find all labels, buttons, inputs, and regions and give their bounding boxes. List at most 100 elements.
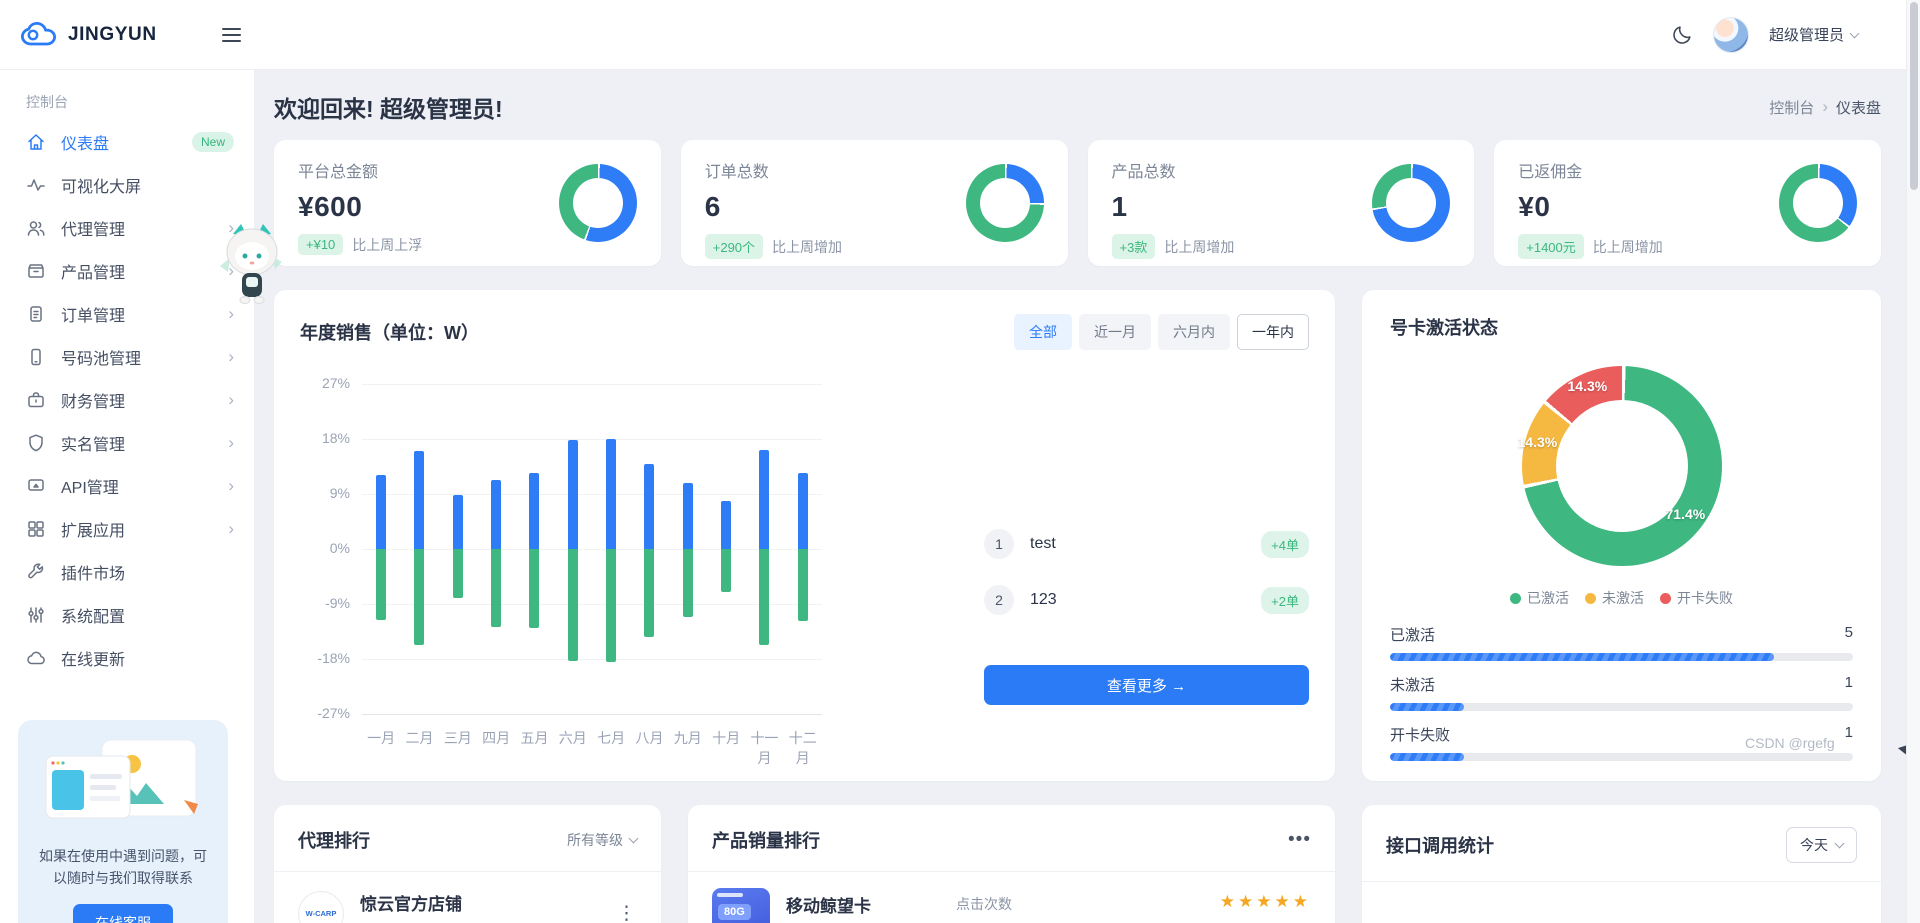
card-activation-status: 号卡激活状态 71.4% 14.3% 14.3% 已激活 未激活 开卡失败 已激… <box>1362 290 1881 781</box>
user-avatar[interactable] <box>1712 16 1749 53</box>
table-row[interactable]: W-CARP 惊云官方店铺 kingqqking ⋮ <box>274 872 661 923</box>
sidebar-toggle-button[interactable] <box>222 27 241 42</box>
sidebar-item-plugin-market[interactable]: 插件市场 <box>0 550 254 593</box>
sidebar-item-system-config[interactable]: 系统配置 <box>0 593 254 636</box>
agent-ranking-title: 代理排行 <box>298 831 370 851</box>
more-menu-icon[interactable]: ••• <box>1288 829 1311 850</box>
sidebar-item-label: 财务管理 <box>61 393 126 411</box>
bar-chart-plot-area <box>362 384 822 714</box>
sidebar-item-label: 在线更新 <box>61 651 126 669</box>
list-item[interactable]: 2 123 +2单 <box>984 585 1309 615</box>
list-item[interactable]: 1 test +4单 <box>984 529 1309 559</box>
bar-column <box>400 384 438 714</box>
sidebar-item-realname[interactable]: 实名管理 › <box>0 421 254 464</box>
stat-value: ¥0 <box>1518 191 1551 222</box>
sidebar-item-dashboard[interactable]: 仪表盘 New <box>0 120 254 163</box>
y-axis-tick-label: -9% <box>325 595 350 611</box>
filter-1year-button[interactable]: 一年内 <box>1237 314 1309 350</box>
donut-ring <box>1521 366 1722 566</box>
rank-number: 1 <box>984 529 1014 559</box>
stat-note: 比上周增加 <box>772 238 843 255</box>
filter-all-button[interactable]: 全部 <box>1014 314 1072 350</box>
bar-column <box>745 384 783 714</box>
x-axis-tick-label: 五月 <box>520 730 549 746</box>
progress-row-failed: 开卡失败 1 <box>1390 724 1853 761</box>
breadcrumb-root[interactable]: 控制台 <box>1769 99 1815 117</box>
breadcrumb-separator-icon: › <box>1822 97 1828 116</box>
progress-row-inactive: 未激活 1 <box>1390 674 1853 711</box>
x-axis-tick-label: 六月 <box>558 730 587 746</box>
bar-segment-negative <box>797 549 808 622</box>
y-axis-tick-label: 0% <box>329 540 350 556</box>
chevron-right-icon: › <box>228 217 234 237</box>
page-scrollbar[interactable] <box>1906 0 1920 923</box>
table-row[interactable]: 80G 移动鲸望卡 热销 点击次数 0.40K ★★★★★ 1234次 <box>688 872 1335 923</box>
bar-chart-x-axis: 一月 二月 三月 四月 五月 六月 七月 八月 九月 十月 十一月 十二月 <box>362 728 822 768</box>
bar-segment-negative <box>721 549 732 592</box>
api-period-select[interactable]: 今天 <box>1786 827 1857 863</box>
bar-segment-negative <box>644 549 655 637</box>
sidebar-item-agents[interactable]: 代理管理 › <box>0 206 254 249</box>
grid-line <box>362 659 822 660</box>
sidebar-item-visual-screen[interactable]: 可视化大屏 <box>0 163 254 206</box>
bar-segment-negative <box>376 549 387 620</box>
bar-segment-positive <box>529 473 540 549</box>
stat-title: 订单总数 <box>704 164 769 181</box>
view-more-button[interactable]: 查看更多 → <box>984 665 1309 705</box>
sidebar-item-label: 代理管理 <box>61 221 126 239</box>
y-axis-tick-label: 18% <box>321 430 350 446</box>
stat-title: 已返佣金 <box>1518 164 1583 181</box>
kebab-menu-icon[interactable]: ⋮ <box>617 903 637 923</box>
chevron-down-icon <box>1849 28 1860 38</box>
chevron-right-icon: › <box>228 475 234 495</box>
user-menu[interactable]: 超级管理员 <box>1768 24 1860 45</box>
stat-delta-badge: +290个 <box>704 234 764 259</box>
sidebar-item-number-pool[interactable]: 号码池管理 › <box>0 335 254 378</box>
sidebar-item-orders[interactable]: 订单管理 › <box>0 292 254 335</box>
monitor-icon <box>28 478 44 491</box>
bar-segment-positive <box>376 475 387 549</box>
grid-line <box>362 604 822 605</box>
progress-label: 未激活 <box>1390 677 1436 694</box>
bar-segment-positive <box>491 479 502 549</box>
x-axis-tick-label: 十二月 <box>788 730 817 766</box>
home-icon <box>28 133 44 150</box>
stat-card-commission: 已返佣金 ¥0 +1400元 比上周增加 <box>1494 140 1881 266</box>
scrollbar-thumb[interactable] <box>1910 2 1918 190</box>
main-content: 欢迎回来! 超级管理员! 控制台 › 仪表盘 平台总金额 ¥600 +¥10 比… <box>255 70 1920 923</box>
sidebar-item-products[interactable]: 产品管理 › <box>0 249 254 292</box>
sidebar-item-label: 产品管理 <box>61 264 126 282</box>
filter-1month-button[interactable]: 近一月 <box>1079 314 1151 350</box>
breadcrumb-current: 仪表盘 <box>1835 99 1881 117</box>
x-axis-tick-label: 四月 <box>482 730 511 746</box>
bar-column <box>362 384 400 714</box>
y-axis-tick-label: -18% <box>317 650 350 666</box>
stat-delta-badge: +¥10 <box>298 234 344 255</box>
sidebar-item-online-update[interactable]: 在线更新 <box>0 636 254 679</box>
dark-mode-toggle[interactable] <box>1671 24 1693 46</box>
bar-segment-positive <box>644 464 655 549</box>
activation-donut-chart: 71.4% 14.3% 14.3% <box>1518 366 1722 566</box>
rank-name: 123 <box>1030 591 1057 608</box>
progress-value: 5 <box>1844 624 1853 641</box>
box-icon <box>28 263 44 278</box>
welcome-title: 欢迎回来! 超级管理员! <box>274 96 503 122</box>
grid-icon <box>28 520 44 537</box>
sidebar-item-finance[interactable]: 财务管理 › <box>0 378 254 421</box>
user-name-label: 超级管理员 <box>1768 27 1844 44</box>
online-support-button[interactable]: 在线客服 <box>73 903 173 923</box>
document-icon <box>30 305 42 322</box>
support-promo-card: 如果在使用中遇到问题，可 以随时与我们取得联系 在线客服 <box>18 720 228 923</box>
chevron-right-icon: › <box>228 432 234 452</box>
app-logo[interactable]: JINGYUN <box>20 21 157 48</box>
bar-segment-positive <box>606 439 617 549</box>
chevron-right-icon: › <box>228 346 234 366</box>
sidebar-item-extensions[interactable]: 扩展应用 › <box>0 507 254 550</box>
filter-6months-button[interactable]: 六月内 <box>1158 314 1230 350</box>
sidebar-item-api[interactable]: API管理 › <box>0 464 254 507</box>
star-rating: ★★★★★ <box>1219 892 1311 911</box>
agent-level-filter[interactable]: 所有等级 <box>567 830 639 850</box>
mini-donut-chart <box>558 164 637 242</box>
stat-cards-row: 平台总金额 ¥600 +¥10 比上周上浮 订单总数 6 +290个 比上周增加 <box>274 140 1881 266</box>
bar-segment-positive <box>567 440 578 549</box>
